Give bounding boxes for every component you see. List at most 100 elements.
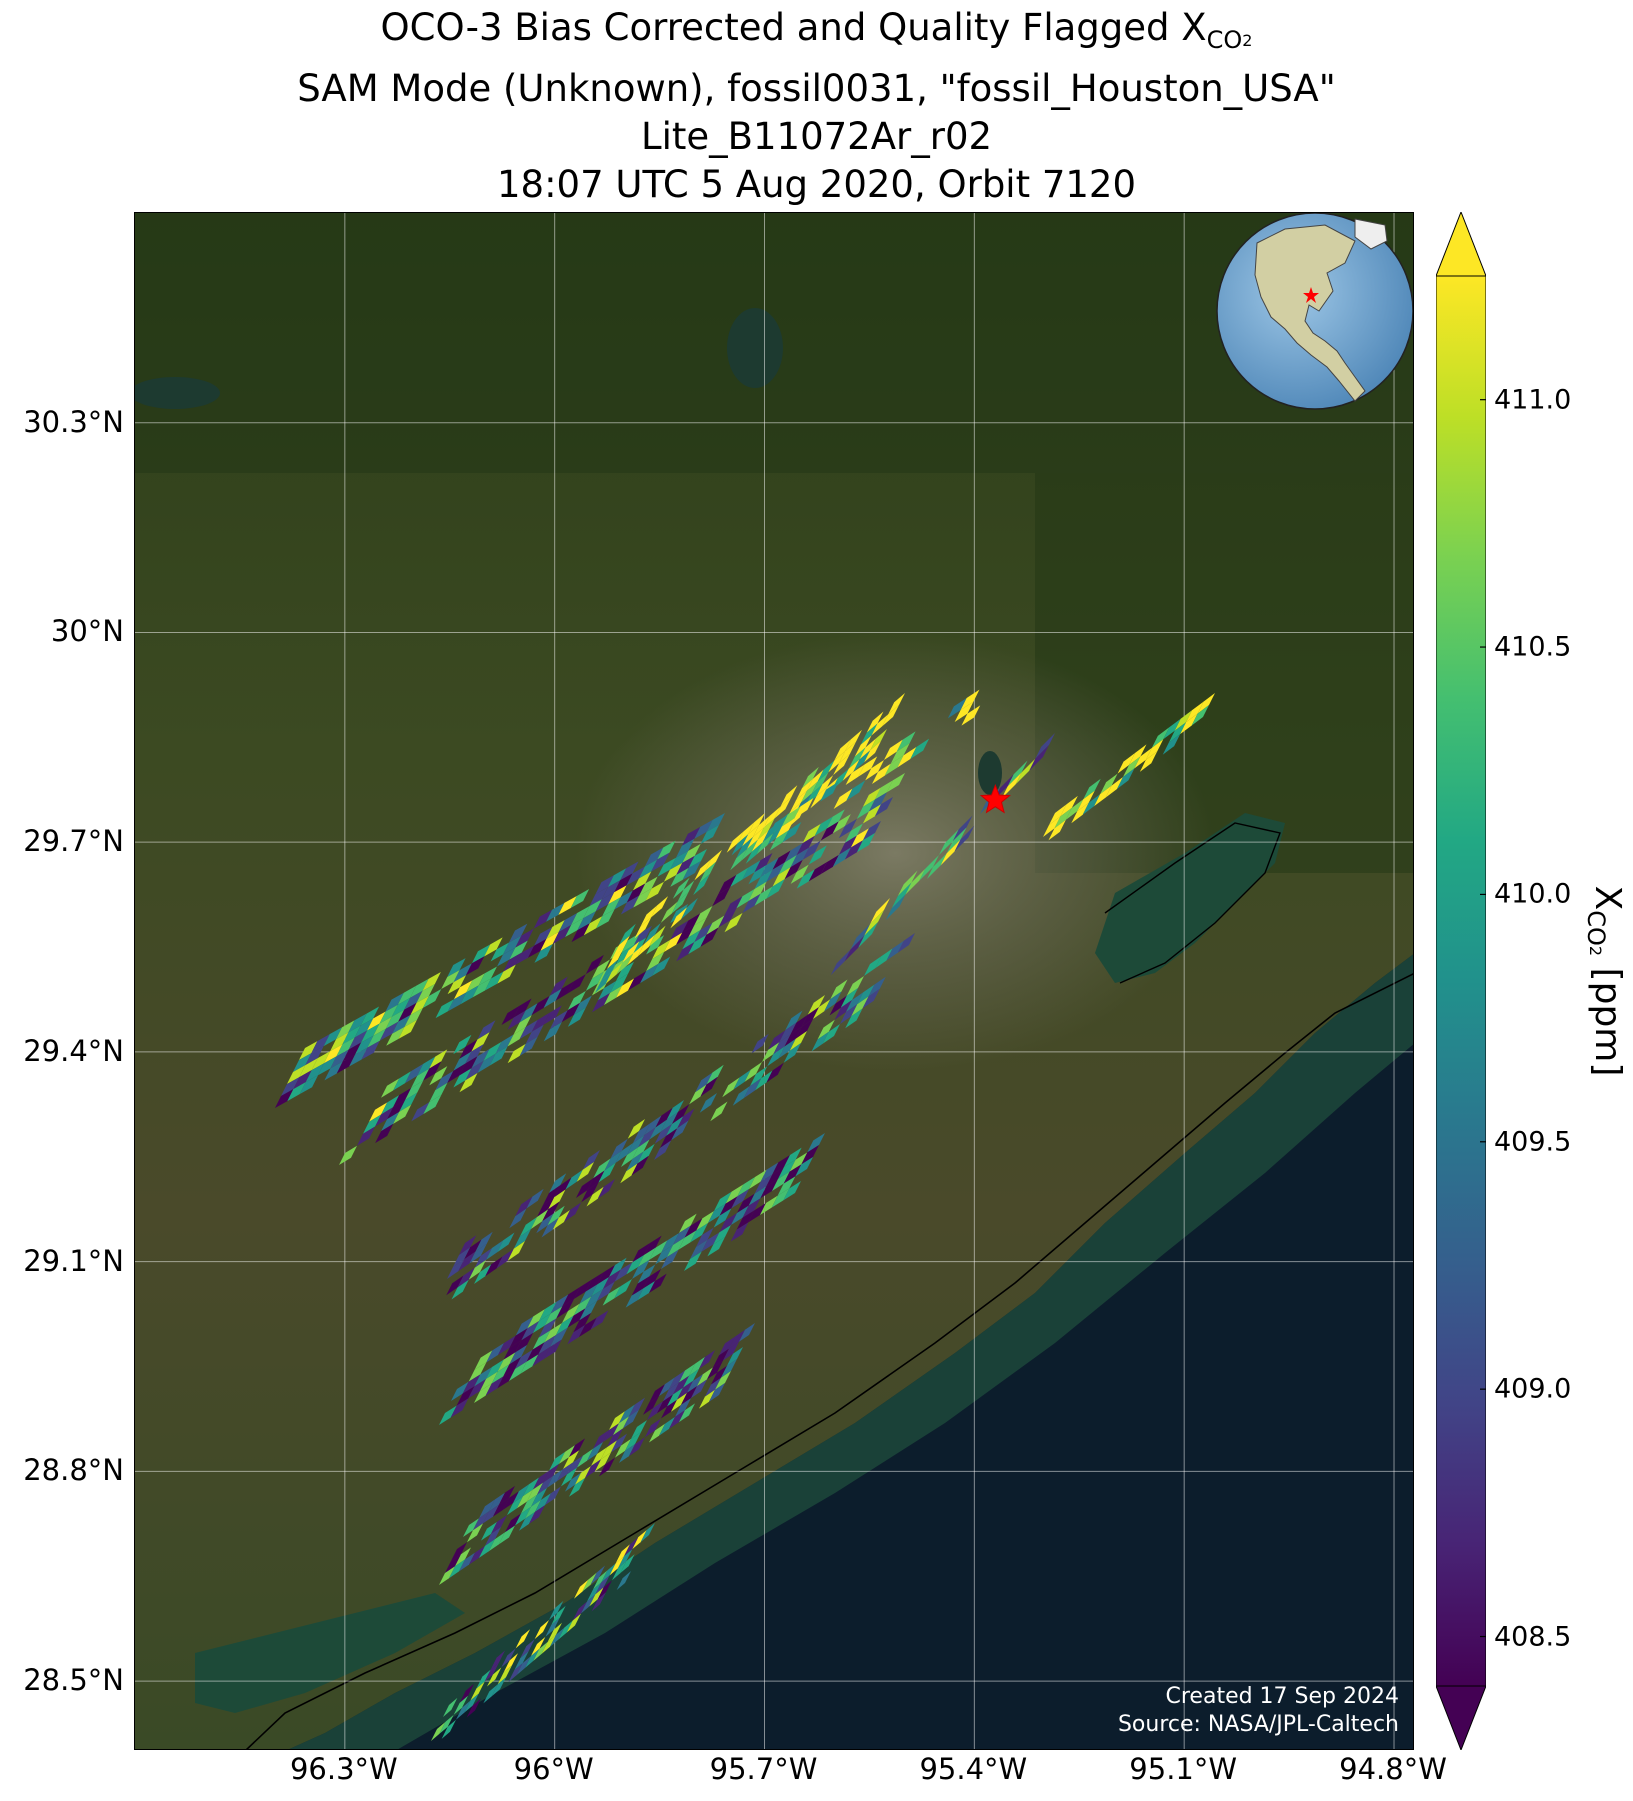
title-line-1: OCO-3 Bias Corrected and Quality Flagged… (380, 6, 1253, 54)
sounding-footprint (299, 1058, 318, 1078)
sounding-footprint (828, 751, 846, 773)
sounding-footprint (615, 1438, 631, 1458)
sounding-footprint (830, 979, 848, 1000)
sounding-footprint (845, 729, 862, 752)
map-panel[interactable]: Created 17 Sep 2024 Source: NASA/JPL-Cal… (134, 212, 1414, 1750)
sounding-footprint (379, 1021, 399, 1041)
sounding-footprint (1123, 756, 1141, 777)
sounding-footprint (829, 995, 847, 1016)
sounding-footprint (342, 1042, 362, 1062)
title-line-4: 18:07 UTC 5 Aug 2020, Orbit 7120 (496, 163, 1137, 206)
sounding-footprint (591, 993, 610, 1013)
sounding-footprint (1180, 713, 1198, 735)
sounding-footprint (796, 835, 815, 856)
target-star-marker[interactable] (979, 783, 1011, 814)
sounding-footprint (605, 962, 623, 984)
sounding-footprint (483, 1041, 502, 1061)
sounding-footprint (1100, 773, 1118, 795)
sounding-footprint (1083, 778, 1101, 800)
sounding-footprint (367, 1028, 386, 1048)
sounding-footprint (744, 1078, 762, 1098)
sounding-footprint (299, 1041, 318, 1060)
sounding-footprint (754, 853, 773, 873)
sounding-footprint (381, 1078, 400, 1098)
sounding-footprint (875, 948, 893, 969)
sounding-footprint (381, 1111, 400, 1132)
sounding-footprint (503, 1357, 521, 1377)
sounding-footprint (727, 1347, 743, 1366)
sounding-footprint (601, 1440, 617, 1460)
sounding-footprint (708, 1203, 726, 1223)
sounding-footprint (550, 1294, 569, 1314)
sounding-footprint (497, 1369, 515, 1389)
sounding-footprint (571, 906, 590, 926)
sounding-footprint (525, 1024, 544, 1044)
sounding-footprint (705, 1377, 721, 1397)
sounding-footprint (422, 971, 441, 991)
sounding-footprint (859, 738, 877, 760)
sounding-footprint (520, 1354, 539, 1374)
sounding-footprint (684, 1218, 703, 1238)
sounding-footprint (531, 1487, 547, 1507)
sounding-footprint (495, 1034, 514, 1054)
sounding-footprint (868, 976, 886, 997)
colorbar-extend-min (1436, 1685, 1486, 1750)
sounding-footprint (620, 1163, 638, 1184)
sounding-footprint (789, 1152, 808, 1172)
sounding-footprint (667, 1387, 683, 1407)
sounding-footprint (361, 1023, 380, 1043)
sounding-footprint (845, 1008, 863, 1029)
sounding-footprint (521, 1321, 539, 1341)
sounding-footprint (699, 861, 716, 884)
sounding-footprint (677, 1380, 693, 1400)
sounding-footprint (453, 1247, 471, 1267)
sounding-footprint (649, 1423, 665, 1443)
sounding-footprint (806, 769, 824, 791)
sounding-footprint (771, 1188, 790, 1208)
sounding-footprint (474, 1367, 492, 1387)
sounding-footprint (719, 1336, 735, 1356)
sounding-footprint (513, 1229, 531, 1249)
sounding-footprint (700, 1076, 718, 1097)
sounding-footprint (772, 850, 791, 870)
sounding-footprint (767, 824, 785, 846)
sounding-footprint (954, 825, 975, 852)
sounding-footprint (670, 903, 689, 924)
sounding-footprint (360, 1006, 380, 1026)
sounding-footprint (724, 896, 743, 916)
sounding-footprint (549, 1451, 565, 1471)
sounding-footprint (713, 1348, 729, 1368)
sounding-footprint (946, 827, 967, 854)
sounding-footprint (581, 1594, 596, 1614)
sounding-footprint (586, 1186, 604, 1207)
sounding-footprint (679, 1213, 697, 1233)
sounding-footprint (774, 797, 792, 819)
sounding-footprint (393, 1104, 412, 1124)
sounding-footprint (813, 999, 831, 1019)
sounding-footprint (507, 1027, 526, 1047)
sounding-footprint (760, 1179, 778, 1199)
sounding-footprint (558, 1620, 573, 1640)
sounding-footprint (651, 852, 670, 872)
sounding-footprint (453, 1051, 472, 1071)
sounding-footprint (784, 843, 803, 863)
sounding-footprint (742, 1198, 761, 1218)
sounding-footprint (503, 1491, 519, 1510)
sounding-footprint (466, 1698, 481, 1718)
coastline (245, 973, 1413, 1749)
sounding-footprint (842, 759, 860, 781)
sounding-footprint (1048, 819, 1066, 841)
sounding-footprint (850, 923, 871, 950)
sounding-footprint (810, 787, 828, 809)
sounding-footprint (1168, 722, 1187, 743)
sounding-footprint (1054, 807, 1072, 829)
sounding-footprint (768, 1030, 786, 1050)
sounding-footprint (748, 881, 767, 901)
sounding-footprint (669, 1410, 685, 1429)
sounding-footprint (486, 1343, 504, 1363)
sounding-footprint (519, 1036, 538, 1056)
sounding-footprint (639, 876, 658, 896)
sounding-footprint (754, 886, 773, 906)
sounding-footprint (707, 1237, 725, 1257)
soundings-layer (275, 689, 1215, 1741)
